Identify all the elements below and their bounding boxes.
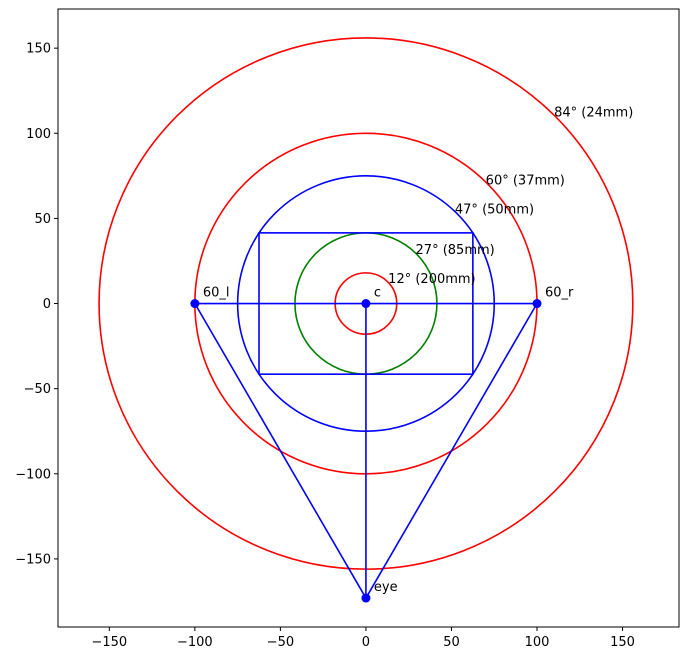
- x-tick-label: 50: [443, 635, 460, 650]
- point-c: [361, 299, 371, 309]
- y-tick-label: 150: [26, 42, 51, 57]
- circle-label-12-200mm: 12° (200mm): [388, 272, 475, 287]
- axes-frame: [57, 8, 680, 628]
- x-tick-label: 100: [525, 635, 550, 650]
- point-label-c: c: [374, 286, 381, 301]
- point-eye: [361, 593, 371, 603]
- circle-label-47-50mm: 47° (50mm): [455, 202, 534, 217]
- point-label-60-r: 60_r: [545, 286, 574, 301]
- y-tick-label: −50: [24, 382, 51, 397]
- axis-ticks: −150 −100 −50 0 50 100 150 −150 −100 −50 0 50 100 150: [15, 42, 635, 650]
- x-tick-label: −100: [177, 635, 213, 650]
- line-60-l-to-eye: [194, 303, 367, 599]
- y-tick-label: 100: [26, 127, 51, 142]
- y-tick-label: −100: [15, 467, 51, 482]
- circle-label-27-85mm: 27° (85mm): [416, 243, 495, 258]
- y-tick-label: −150: [15, 552, 51, 567]
- circle-label-60-37mm: 60° (37mm): [486, 173, 565, 188]
- point-label-eye: eye: [374, 580, 398, 595]
- x-tick-label: 150: [610, 635, 635, 650]
- x-tick-label: −50: [267, 635, 294, 650]
- circle-label-84-24mm: 84° (24mm): [554, 105, 633, 120]
- x-tick-label: 0: [362, 635, 370, 650]
- point-60-l: [190, 299, 200, 309]
- point-60-r: [532, 299, 542, 309]
- y-tick-label: 50: [34, 212, 51, 227]
- line-60-r-to-eye: [365, 303, 538, 599]
- y-tick-label: 0: [43, 297, 51, 312]
- point-label-60-l: 60_l: [203, 286, 230, 301]
- x-tick-label: −150: [91, 635, 127, 650]
